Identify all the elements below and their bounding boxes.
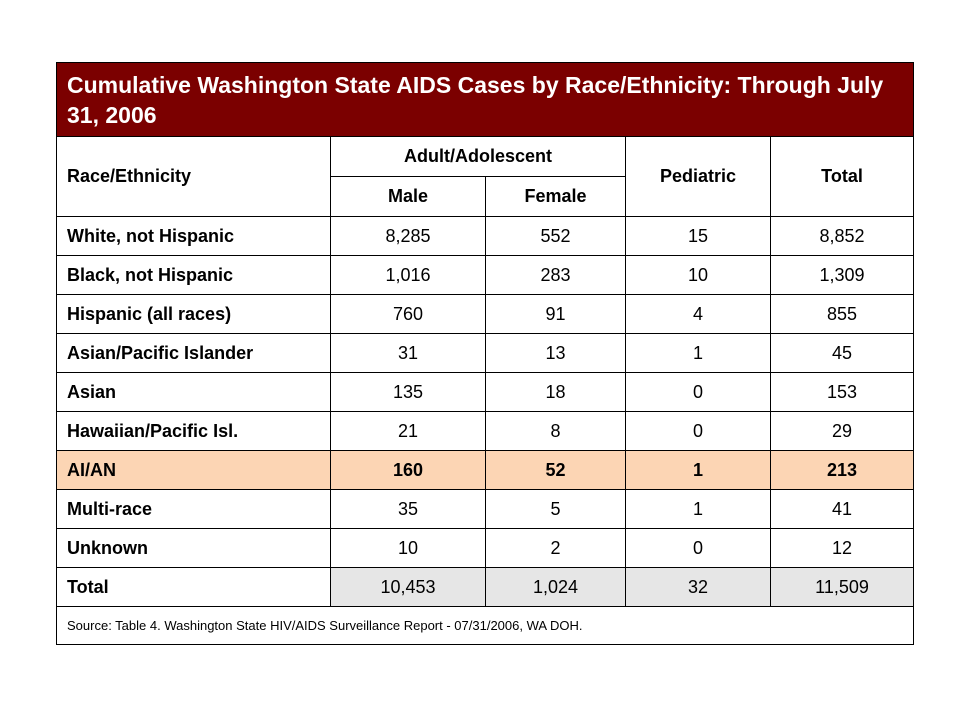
- cell-pediatric: 10: [625, 255, 771, 295]
- cell-pediatric: 1: [625, 489, 771, 529]
- cell-male: 21: [330, 411, 486, 451]
- cell-male: 1,016: [330, 255, 486, 295]
- cell-pediatric: 1: [625, 450, 771, 490]
- table-row: Hispanic (all races) 760 91 4 855: [56, 294, 915, 334]
- cell-female: 2: [485, 528, 626, 568]
- cell-pediatric: 1: [625, 333, 771, 373]
- table-row: AI/AN 160 52 1 213: [56, 450, 915, 490]
- row-label: White, not Hispanic: [56, 216, 331, 256]
- row-label: Asian/Pacific Islander: [56, 333, 331, 373]
- source-note: Source: Table 4. Washington State HIV/AI…: [55, 606, 915, 645]
- header-row-2: Male Female: [57, 176, 914, 217]
- row-label: Black, not Hispanic: [56, 255, 331, 295]
- cell-total: 153: [769, 372, 915, 412]
- row-label: Hawaiian/Pacific Isl.: [56, 411, 331, 451]
- header-total: Total: [769, 136, 915, 217]
- cell-pediatric: 0: [625, 411, 771, 451]
- table-title: Cumulative Washington State AIDS Cases b…: [55, 62, 915, 137]
- table-row: Asian 135 18 0 153: [56, 372, 915, 412]
- table-row: Black, not Hispanic 1,016 283 10 1,309: [56, 255, 915, 295]
- cell-male: 135: [330, 372, 486, 412]
- cell-total: 29: [769, 411, 915, 451]
- row-label: Multi-race: [56, 489, 331, 529]
- cell-pediatric: 15: [625, 216, 771, 256]
- total-total: 11,509: [769, 567, 915, 607]
- row-label: Unknown: [56, 528, 331, 568]
- table-row: Multi-race 35 5 1 41: [56, 489, 915, 529]
- cell-male: 160: [330, 450, 486, 490]
- total-female: 1,024: [485, 567, 626, 607]
- cell-male: 10: [330, 528, 486, 568]
- cell-female: 8: [485, 411, 626, 451]
- header-female: Female: [485, 176, 626, 217]
- cell-total: 41: [769, 489, 915, 529]
- header-male: Male: [330, 176, 486, 217]
- table-body: White, not Hispanic 8,285 552 15 8,852 Black,…: [56, 216, 915, 568]
- cell-total: 1,309: [769, 255, 915, 295]
- cell-pediatric: 0: [625, 528, 771, 568]
- row-label: Hispanic (all races): [56, 294, 331, 334]
- cell-pediatric: 0: [625, 372, 771, 412]
- cell-female: 5: [485, 489, 626, 529]
- aids-cases-table: Cumulative Washington State AIDS Cases b…: [55, 62, 915, 645]
- total-row-label: Total: [56, 567, 331, 607]
- cell-female: 52: [485, 450, 626, 490]
- total-male: 10,453: [330, 567, 486, 607]
- table-row: White, not Hispanic 8,285 552 15 8,852: [56, 216, 915, 256]
- table-row: Hawaiian/Pacific Isl. 21 8 0 29: [56, 411, 915, 451]
- cell-female: 91: [485, 294, 626, 334]
- cell-total: 855: [769, 294, 915, 334]
- cell-male: 35: [330, 489, 486, 529]
- cell-total: 12: [769, 528, 915, 568]
- table-row: Asian/Pacific Islander 31 13 1 45: [56, 333, 915, 373]
- table-row: Unknown 10 2 0 12: [56, 528, 915, 568]
- cell-total: 213: [769, 450, 915, 490]
- row-label: Asian: [56, 372, 331, 412]
- total-pediatric: 32: [625, 567, 771, 607]
- row-label: AI/AN: [56, 450, 331, 490]
- header-race-ethnicity: Race/Ethnicity: [56, 136, 331, 217]
- header-pediatric: Pediatric: [625, 136, 771, 217]
- cell-female: 552: [485, 216, 626, 256]
- cell-pediatric: 4: [625, 294, 771, 334]
- header-adult-adolescent: Adult/Adolescent: [330, 136, 626, 177]
- cell-female: 283: [485, 255, 626, 295]
- source-row: Source: Table 4. Washington State HIV/AI…: [55, 606, 915, 645]
- cell-female: 18: [485, 372, 626, 412]
- cell-total: 45: [769, 333, 915, 373]
- cell-male: 31: [330, 333, 486, 373]
- cell-female: 13: [485, 333, 626, 373]
- header-row-1: Race/Ethnicity Adult/Adolescent Pediatri…: [56, 136, 915, 217]
- title-row: Cumulative Washington State AIDS Cases b…: [55, 62, 915, 137]
- total-row: Total 10,453 1,024 32 11,509: [56, 567, 915, 607]
- cell-total: 8,852: [769, 216, 915, 256]
- cell-male: 760: [330, 294, 486, 334]
- cell-male: 8,285: [330, 216, 486, 256]
